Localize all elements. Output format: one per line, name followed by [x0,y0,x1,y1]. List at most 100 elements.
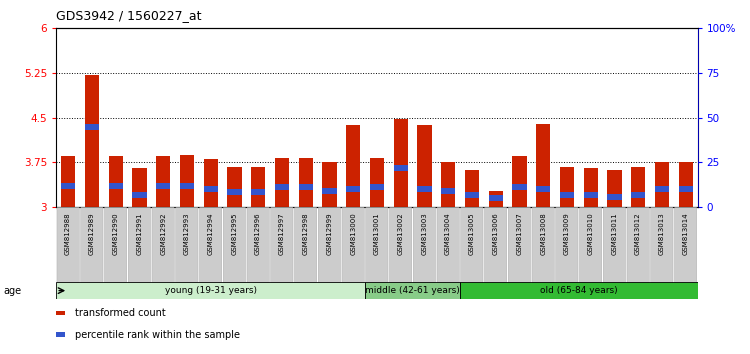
Bar [584,192,598,198]
Bar [394,120,408,207]
Bar [679,162,693,207]
Bar [61,156,75,207]
Text: GSM812998: GSM812998 [302,212,309,255]
FancyBboxPatch shape [295,207,316,283]
Bar [322,162,337,207]
Text: GSM813005: GSM813005 [469,212,475,255]
Bar [560,167,574,207]
Bar [180,155,194,207]
Bar [370,184,384,190]
Text: transformed count: transformed count [75,308,166,318]
Bar [274,184,289,190]
Bar [56,282,365,299]
FancyBboxPatch shape [651,207,673,283]
Bar [655,162,669,207]
Text: GSM813014: GSM813014 [682,212,688,255]
Text: GSM813010: GSM813010 [588,212,594,255]
FancyBboxPatch shape [318,207,340,283]
Bar [536,124,550,207]
Text: middle (42-61 years): middle (42-61 years) [365,286,460,295]
Text: GSM813000: GSM813000 [350,212,356,255]
Bar [512,184,526,190]
Text: GSM812996: GSM812996 [255,212,261,255]
Bar [203,185,217,192]
FancyBboxPatch shape [627,207,650,283]
Text: GSM812992: GSM812992 [160,212,166,255]
Bar [85,124,99,130]
Bar [203,159,217,207]
Text: GSM813007: GSM813007 [516,212,522,255]
Bar [465,192,479,198]
Bar [180,183,194,189]
Text: GSM813001: GSM813001 [374,212,380,255]
Text: GSM812990: GSM812990 [112,212,118,255]
Bar [156,156,170,207]
Bar [417,125,431,207]
FancyBboxPatch shape [437,207,459,283]
Bar [631,167,645,207]
Bar [298,158,313,207]
Text: GSM813004: GSM813004 [446,212,452,255]
FancyBboxPatch shape [200,207,222,283]
Text: GSM813009: GSM813009 [564,212,570,255]
Bar [85,75,99,207]
Bar [441,162,455,207]
FancyBboxPatch shape [556,207,578,283]
Text: GSM813003: GSM813003 [422,212,428,255]
Bar [631,192,645,198]
Text: GSM812997: GSM812997 [279,212,285,255]
Text: GSM813012: GSM813012 [635,212,641,255]
Bar [346,186,360,192]
Bar [61,183,75,189]
Bar [251,167,266,207]
Text: percentile rank within the sample: percentile rank within the sample [75,330,240,339]
Bar [679,186,693,192]
FancyBboxPatch shape [128,207,151,283]
Bar [132,169,146,207]
Text: GSM812989: GSM812989 [88,212,94,255]
Bar [227,167,242,207]
FancyBboxPatch shape [176,207,198,283]
Bar [394,165,408,171]
Text: GSM812988: GSM812988 [65,212,71,255]
FancyBboxPatch shape [152,207,174,283]
FancyBboxPatch shape [532,207,554,283]
Bar [512,156,526,207]
Text: GSM813002: GSM813002 [398,212,404,255]
FancyBboxPatch shape [413,207,436,283]
Text: GSM812994: GSM812994 [208,212,214,255]
Bar [109,183,123,189]
Bar [488,191,502,207]
Bar [156,183,170,189]
Bar [227,189,242,195]
FancyBboxPatch shape [366,207,388,283]
Bar [346,125,360,207]
Bar [132,192,146,198]
Bar [655,186,669,192]
FancyBboxPatch shape [104,207,127,283]
Bar [322,188,337,194]
Bar [465,170,479,207]
Bar [441,188,455,194]
Text: old (65-84 years): old (65-84 years) [540,286,617,295]
FancyBboxPatch shape [674,207,697,283]
Bar [608,194,622,200]
FancyBboxPatch shape [271,207,293,283]
Text: young (19-31 years): young (19-31 years) [165,286,256,295]
FancyBboxPatch shape [57,207,80,283]
Bar [274,158,289,207]
Text: GDS3942 / 1560227_at: GDS3942 / 1560227_at [56,9,202,22]
FancyBboxPatch shape [389,207,412,283]
Text: GSM813008: GSM813008 [540,212,546,255]
FancyBboxPatch shape [460,207,483,283]
FancyBboxPatch shape [484,207,507,283]
Bar [417,186,431,192]
Text: age: age [3,286,21,296]
Bar [365,282,460,299]
Text: GSM813013: GSM813013 [658,212,664,255]
Bar [298,184,313,190]
FancyBboxPatch shape [224,207,245,283]
FancyBboxPatch shape [509,207,530,283]
Bar [608,170,622,207]
FancyBboxPatch shape [580,207,602,283]
